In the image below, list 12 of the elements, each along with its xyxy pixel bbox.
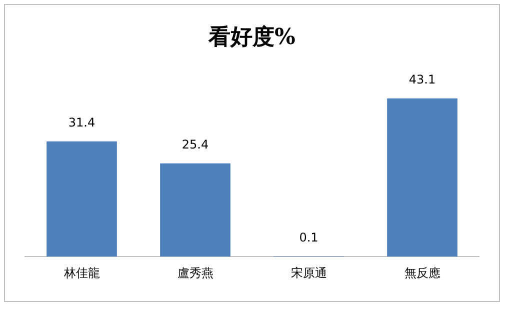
bar — [46, 141, 117, 257]
data-label: 25.4 — [182, 137, 209, 152]
data-label: 43.1 — [408, 72, 436, 86]
bar — [387, 98, 458, 257]
data-label: 31.4 — [68, 115, 96, 130]
x-tick-label: 宋原通 — [290, 266, 327, 280]
x-tick-label: 盧秀燕 — [177, 266, 214, 280]
bar — [160, 163, 230, 257]
chart-title: 看好度% — [208, 24, 296, 50]
x-tick-label: 林佳龍 — [62, 266, 100, 280]
x-tick-label: 無反應 — [404, 266, 440, 280]
data-label: 0.1 — [299, 230, 318, 244]
